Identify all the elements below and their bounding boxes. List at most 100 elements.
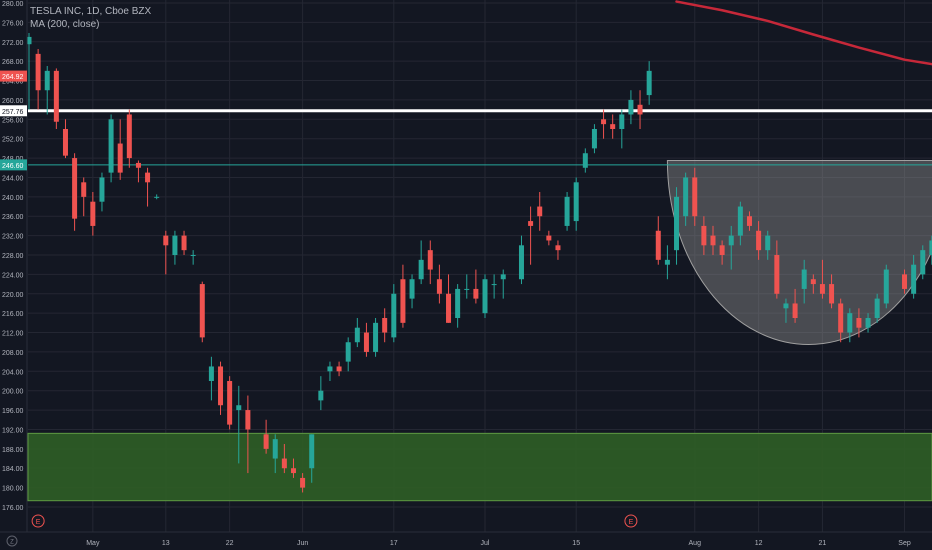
candle-body <box>208 366 214 382</box>
earnings-marker-label: E <box>36 519 41 526</box>
candle-body <box>847 313 853 333</box>
candle-body <box>309 434 315 469</box>
candle <box>728 225 734 270</box>
candle-body <box>719 245 725 256</box>
candle-body <box>528 221 534 226</box>
candle <box>746 211 752 231</box>
candle <box>765 230 771 260</box>
price-tick-label: 180.00 <box>2 486 24 493</box>
price-tick-label: 268.00 <box>2 59 24 66</box>
candle-body <box>181 235 187 251</box>
time-tick-label: May <box>86 540 100 547</box>
earnings-marker: E <box>31 514 45 528</box>
time-tick-label: Jun <box>297 540 308 547</box>
price-tick-label: 224.00 <box>2 272 24 279</box>
price-tick-label: 176.00 <box>2 505 24 512</box>
candle-body <box>737 206 743 236</box>
candle <box>62 119 68 159</box>
candle-body <box>929 240 932 256</box>
candle <box>783 298 789 323</box>
candle-body <box>838 303 844 333</box>
candle <box>227 376 233 430</box>
candle-body <box>883 269 889 304</box>
demand-zone-box <box>27 432 932 502</box>
time-tick-label: 17 <box>390 540 398 547</box>
candle-body <box>491 284 497 286</box>
candle <box>436 264 442 304</box>
time-tick-label: 21 <box>819 540 827 547</box>
price-tick-label: 260.00 <box>2 98 24 105</box>
candle-body <box>555 245 561 251</box>
price-labels: 264.92 257.76 246.60 <box>0 70 27 171</box>
chart-legend: TESLA INC, 1D, Cboe BZX MA (200, close) <box>30 5 151 31</box>
price-tag-label: 257.76 <box>2 109 24 116</box>
time-tick-label: 13 <box>162 540 170 547</box>
price-tick-label: 208.00 <box>2 350 24 357</box>
price-tick-label: 276.00 <box>2 20 24 27</box>
candle-body <box>117 143 123 173</box>
candle-body <box>418 259 424 280</box>
candle <box>591 124 597 154</box>
time-axis[interactable]: May1322Jun17Jul15Aug1221Sep16Oct1423Nov1… <box>0 531 932 550</box>
candle <box>218 361 224 415</box>
candle <box>555 240 561 260</box>
candle <box>810 274 816 294</box>
candle-body <box>99 177 105 202</box>
price-tick-label: 204.00 <box>2 369 24 376</box>
price-tag-box <box>0 159 27 171</box>
candle-body <box>874 298 880 319</box>
candle-body <box>582 153 588 168</box>
earnings-marker: E <box>624 514 638 528</box>
candle <box>883 264 889 309</box>
candle <box>117 119 123 180</box>
candle <box>473 269 479 304</box>
candle <box>81 177 87 217</box>
candle-body <box>218 366 224 406</box>
candle <box>847 308 853 343</box>
candles <box>26 33 932 493</box>
candle-body <box>363 332 369 352</box>
candle-body <box>692 177 698 217</box>
candle-body <box>500 274 506 280</box>
candle-body <box>245 410 251 430</box>
candle-body <box>90 201 96 226</box>
price-tag: 257.76 <box>0 105 27 117</box>
time-tick-label: 12 <box>755 540 763 547</box>
candle-body <box>756 230 762 251</box>
moving-average-line <box>675 0 932 66</box>
candle <box>774 240 780 299</box>
candle <box>245 395 251 474</box>
candle <box>345 337 351 372</box>
price-tick-label: 200.00 <box>2 389 24 396</box>
candle <box>455 284 461 328</box>
candle <box>44 66 50 115</box>
candle-body <box>628 99 634 115</box>
earnings-markers: EEE <box>31 514 638 528</box>
candle <box>564 192 570 231</box>
candle <box>290 458 296 478</box>
candle-body <box>26 36 32 45</box>
candle-body <box>62 129 68 156</box>
candle-body <box>53 70 59 122</box>
candle-body <box>464 288 470 290</box>
cup-and-handle-pattern <box>666 160 932 346</box>
candle-body <box>546 235 552 241</box>
price-axis-background <box>0 0 27 532</box>
candle <box>163 230 169 275</box>
price-tick-label: 212.00 <box>2 331 24 338</box>
candle-body <box>783 303 789 309</box>
candle-body <box>427 250 433 270</box>
candle-body <box>911 264 917 294</box>
candle-body <box>856 318 862 328</box>
candle <box>154 194 160 200</box>
candle <box>719 240 725 265</box>
candle <box>236 385 242 464</box>
price-tick-label: 228.00 <box>2 253 24 260</box>
price-tick-label: 236.00 <box>2 214 24 221</box>
time-tick-label: 22 <box>226 540 234 547</box>
candle <box>491 274 497 299</box>
candle-body <box>537 206 543 217</box>
price-tick-label: 280.00 <box>2 1 24 8</box>
candle-body <box>473 288 479 299</box>
